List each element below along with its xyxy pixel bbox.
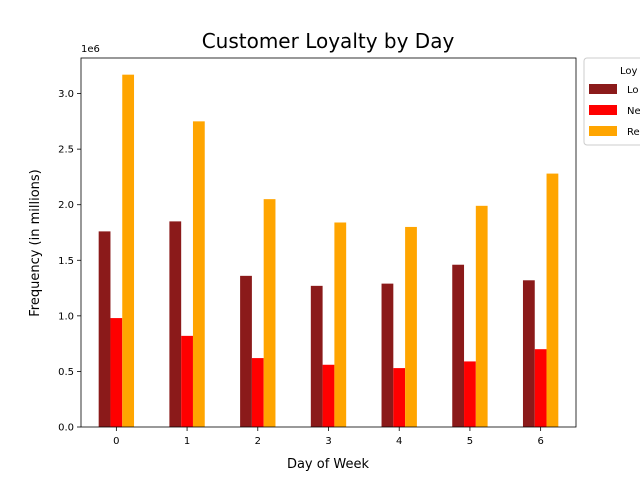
bar bbox=[240, 275, 252, 427]
bar bbox=[522, 280, 535, 427]
y-tick-label: 3.0 bbox=[58, 89, 74, 100]
bar bbox=[393, 368, 406, 427]
x-tick-label: 4 bbox=[396, 436, 402, 447]
y-tick-label: 1.0 bbox=[58, 311, 74, 322]
x-tick-label: 2 bbox=[255, 436, 261, 447]
legend-label: Re bbox=[627, 127, 640, 138]
x-axis-label: Day of Week bbox=[287, 457, 370, 472]
bar bbox=[181, 335, 193, 427]
x-tick-label: 3 bbox=[325, 436, 331, 447]
bar bbox=[334, 222, 347, 427]
y-tick-label: 1.5 bbox=[58, 256, 74, 267]
bar bbox=[452, 264, 465, 427]
bar bbox=[322, 364, 335, 427]
chart-title: Customer Loyalty by Day bbox=[202, 29, 455, 53]
legend-swatch bbox=[589, 105, 617, 115]
legend-box bbox=[583, 57, 640, 146]
y-offset-label: 1e6 bbox=[81, 44, 100, 55]
bar bbox=[464, 361, 476, 427]
y-tick-label: 0.5 bbox=[58, 367, 74, 378]
bar bbox=[110, 318, 123, 427]
bar bbox=[122, 74, 135, 427]
bar bbox=[263, 199, 276, 427]
x-tick-label: 0 bbox=[113, 436, 119, 447]
legend-label: Ne bbox=[627, 106, 640, 117]
y-tick-label: 0.0 bbox=[58, 423, 74, 434]
y-tick-label: 2.5 bbox=[58, 145, 74, 156]
bar bbox=[251, 358, 264, 427]
bar bbox=[534, 349, 547, 427]
y-axis-label: Frequency (in millions) bbox=[28, 169, 43, 317]
legend-swatch bbox=[589, 84, 617, 94]
legend-title: Loy bbox=[620, 66, 638, 77]
x-tick-label: 1 bbox=[184, 436, 190, 447]
x-tick-label: 6 bbox=[537, 436, 543, 447]
bar bbox=[405, 226, 417, 427]
x-tick-label: 5 bbox=[467, 436, 473, 447]
legend-label: Lo bbox=[627, 85, 639, 96]
bar bbox=[546, 173, 559, 427]
y-tick-label: 2.0 bbox=[58, 200, 74, 211]
legend-swatch bbox=[589, 126, 617, 136]
bar bbox=[381, 283, 394, 427]
bar bbox=[192, 121, 205, 427]
plot-area bbox=[80, 57, 577, 428]
bar bbox=[98, 231, 111, 427]
bar bbox=[310, 285, 323, 427]
bar bbox=[475, 205, 488, 427]
bar bbox=[169, 221, 182, 427]
